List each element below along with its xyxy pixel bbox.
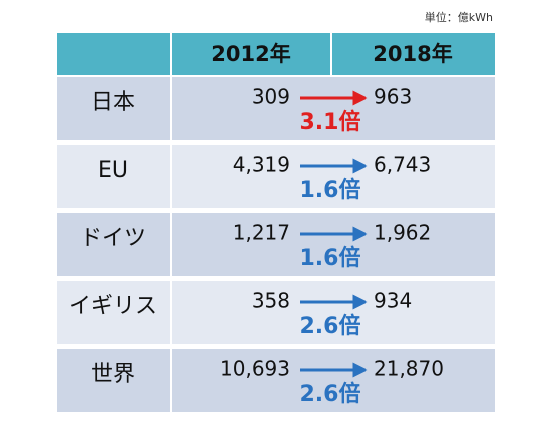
value-2012: 1,217 <box>233 221 290 245</box>
country-label: 日本 <box>91 90 135 115</box>
value-2012: 358 <box>252 289 290 313</box>
ratio-label: 2.6倍 <box>300 381 361 407</box>
value-2018: 1,962 <box>374 221 431 245</box>
value-2012: 10,693 <box>220 357 290 381</box>
country-label: 世界 <box>91 362 135 387</box>
value-2012: 309 <box>252 85 290 109</box>
value-2012: 4,319 <box>233 153 290 177</box>
row-background <box>57 213 495 276</box>
value-2018: 21,870 <box>374 357 444 381</box>
row-background <box>57 349 495 412</box>
ratio-label: 1.6倍 <box>300 245 361 271</box>
ratio-label: 2.6倍 <box>300 313 361 339</box>
country-label: EU <box>98 158 128 183</box>
header-cell <box>332 33 495 75</box>
row-background <box>57 77 495 140</box>
header-cell <box>57 33 170 75</box>
row-background <box>57 145 495 208</box>
ratio-label: 3.1倍 <box>300 109 361 135</box>
value-2018: 934 <box>374 289 412 313</box>
value-2018: 963 <box>374 85 412 109</box>
value-2018: 6,743 <box>374 153 431 177</box>
header-label: 2018年 <box>373 42 452 66</box>
unit-label: 単位：億kWh <box>425 10 493 24</box>
country-label: イギリス <box>69 294 157 319</box>
row-background <box>57 281 495 344</box>
header-cell <box>172 33 330 75</box>
header-label: 2012年 <box>211 42 290 66</box>
country-label: ドイツ <box>80 226 146 251</box>
ratio-label: 1.6倍 <box>300 177 361 203</box>
